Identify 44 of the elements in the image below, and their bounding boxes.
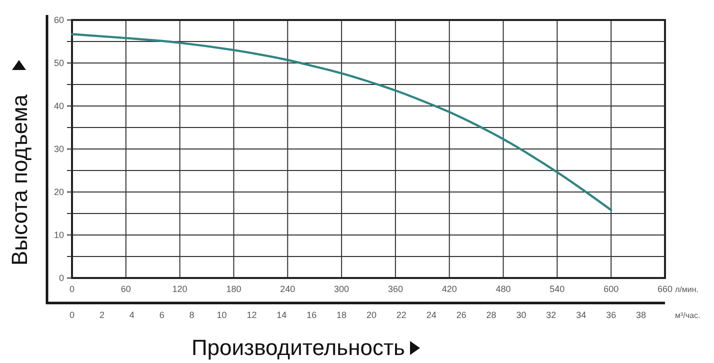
y-axis-title: Высота подъема xyxy=(7,94,32,266)
x2-tick-label: 18 xyxy=(336,310,347,320)
text: м³/час. xyxy=(675,311,700,320)
text: л/мин. xyxy=(675,285,698,294)
x2-tick-label: 38 xyxy=(636,310,646,320)
x2-tick-label: 0 xyxy=(69,310,75,320)
x2-tick-label: 10 xyxy=(216,310,227,320)
x-tick-label: 300 xyxy=(334,284,350,294)
line-series xyxy=(70,33,612,212)
x2-tick-label: 28 xyxy=(486,310,496,320)
y-tick-label: 10 xyxy=(54,230,64,240)
x2-tick-label: 2 xyxy=(99,310,104,320)
y-tick-label: 40 xyxy=(54,101,64,112)
x-tick-label: 360 xyxy=(388,284,403,294)
x2-tick-label: 26 xyxy=(456,310,466,320)
x2-tick-label: 36 xyxy=(606,310,616,320)
x2-tick-label: 22 xyxy=(396,310,406,320)
x2-tick-label: 16 xyxy=(306,310,317,320)
x2-tick-label: 6 xyxy=(159,310,164,320)
x-tick-label: 240 xyxy=(280,284,296,294)
x2-tick-label: 32 xyxy=(546,310,556,320)
x-tick-label: 420 xyxy=(442,284,457,294)
y-tick-label: 30 xyxy=(54,144,64,154)
x-tick-label: 540 xyxy=(550,284,565,294)
y-tick-label: 60 xyxy=(54,15,64,26)
x-axis-title: Производительность xyxy=(191,335,405,360)
x-tick-label: 0 xyxy=(69,284,75,294)
y-tick-label: 20 xyxy=(54,187,64,198)
x-tick-label: 660 xyxy=(657,284,673,294)
x2-tick-label: 34 xyxy=(576,310,586,320)
x2-tick-label: 24 xyxy=(426,310,436,320)
x-tick-label: 120 xyxy=(172,284,188,294)
x-tick-label: 60 xyxy=(120,284,131,294)
x-tick-label: 180 xyxy=(226,284,242,294)
x2-tick-label: 8 xyxy=(189,310,194,320)
x-tick-label: 480 xyxy=(496,284,511,294)
x2-tick-label: 30 xyxy=(516,310,526,320)
x2-tick-label: 4 xyxy=(129,310,134,320)
x2-tick-label: 14 xyxy=(276,310,287,320)
y-tick-label: 50 xyxy=(54,58,64,68)
x-tick-label: 600 xyxy=(604,284,619,294)
y-tick-label: 0 xyxy=(58,273,64,284)
x2-tick-label: 20 xyxy=(366,310,377,320)
x2-tick-label: 12 xyxy=(246,310,257,320)
